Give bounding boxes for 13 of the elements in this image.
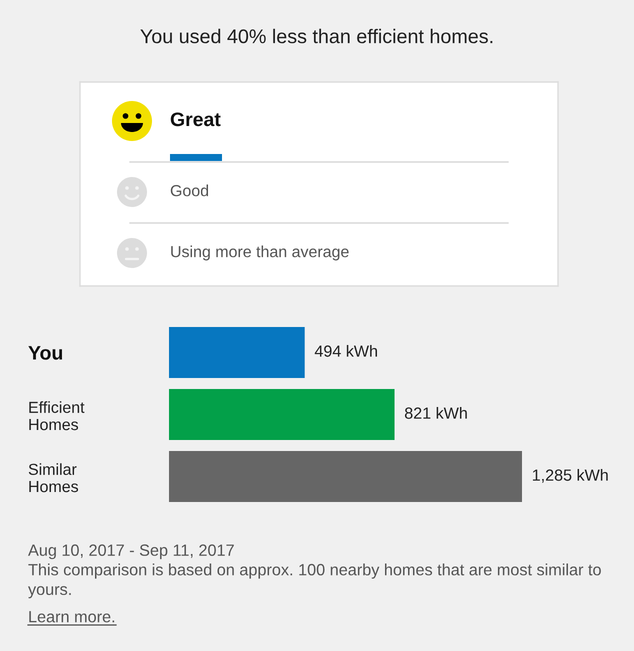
data-label: 494 kWh — [314, 344, 377, 357]
text: Using more than average — [171, 246, 349, 260]
y-tick-label: Similar Homes — [28, 463, 78, 492]
text: Good — [170, 184, 208, 196]
text: You used 40% less than efficient homes. — [140, 28, 492, 44]
data-label: 821 kWh — [404, 406, 467, 419]
y-tick-label: Efficient Homes — [29, 401, 84, 430]
text: Aug 10, 2017 - Sep 11, 2017 — [28, 544, 234, 560]
text: This comparison is based on approx. 100 nearby homes that are most similar to yours. — [28, 564, 601, 598]
data-label: 1,285 kWh — [532, 468, 608, 483]
text: Learn more. — [29, 611, 114, 622]
text: Great — [170, 112, 221, 126]
y-tick-label: You — [28, 346, 62, 360]
